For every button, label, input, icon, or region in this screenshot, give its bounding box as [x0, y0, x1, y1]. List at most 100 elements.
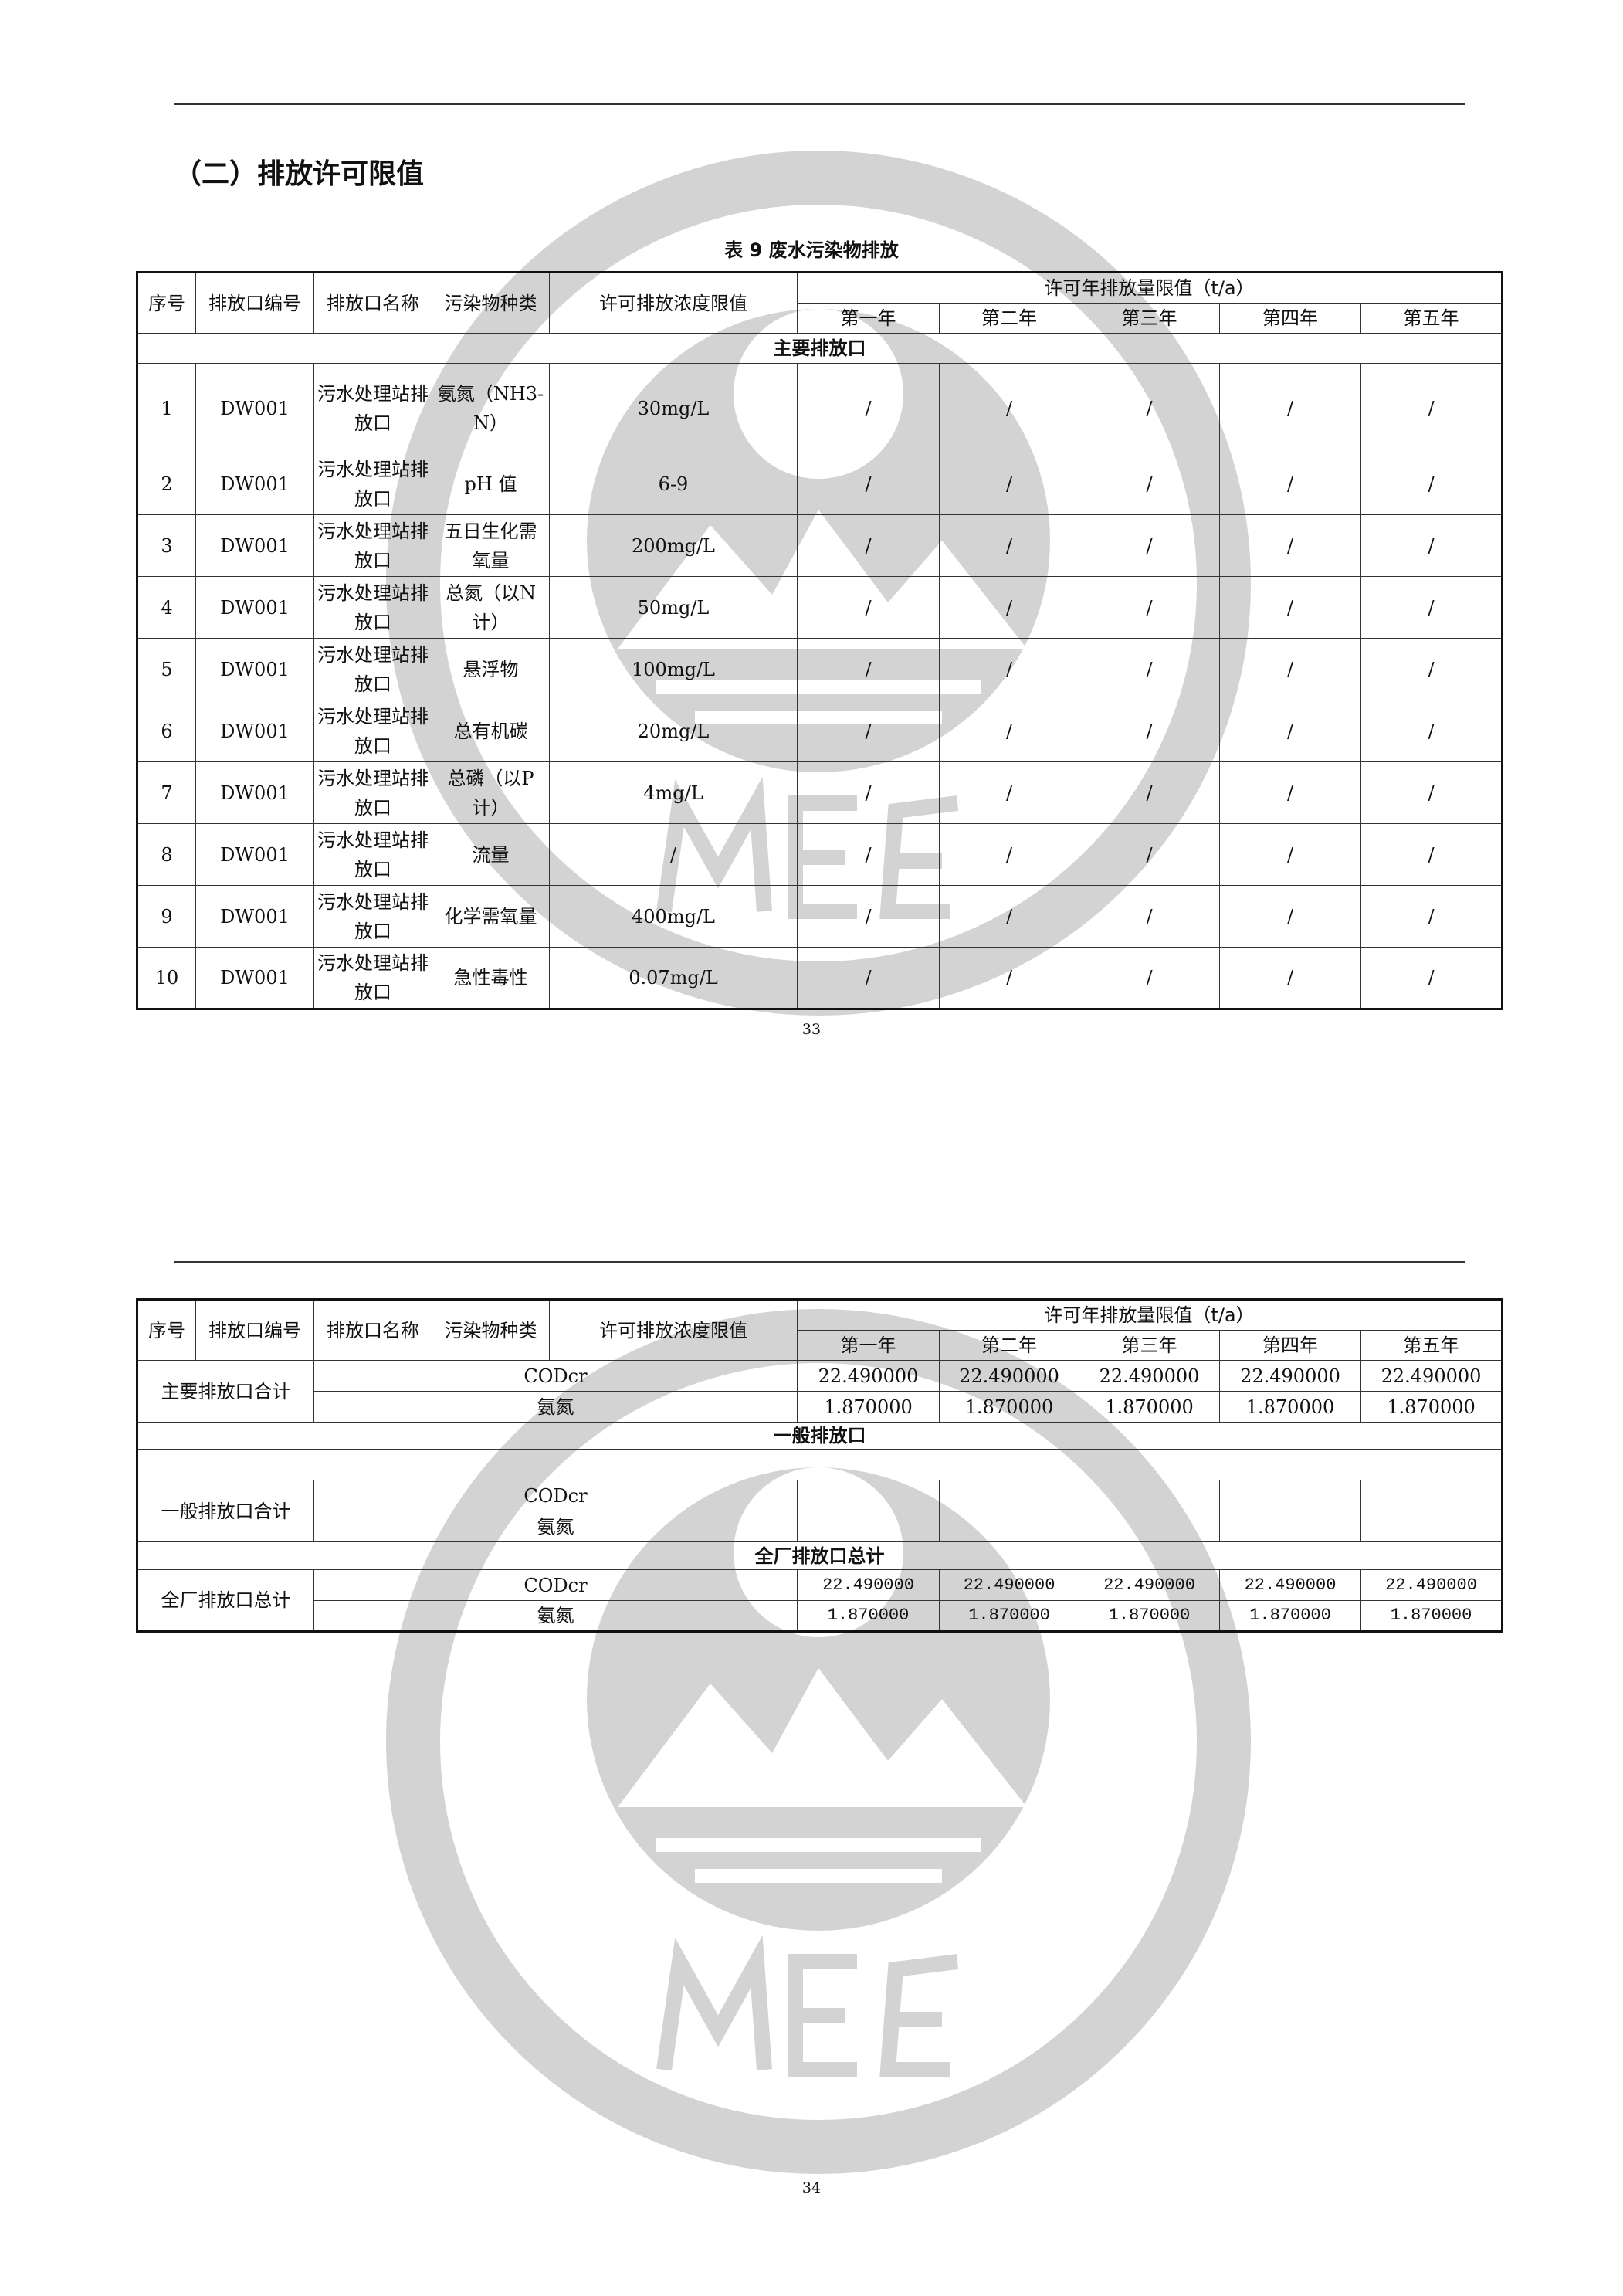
- cell-annual-limit: 22.490000: [1079, 1569, 1220, 1601]
- cell-annual-limit: [1079, 1511, 1220, 1542]
- cell-seq: 4: [137, 576, 196, 639]
- cell-annual-limit: /: [1219, 823, 1361, 886]
- cell-outlet-code: DW001: [195, 823, 314, 886]
- cell-annual-limit: 22.490000: [797, 1569, 940, 1601]
- cell-annual-limit: /: [1360, 823, 1503, 886]
- cell-annual-limit: /: [939, 761, 1079, 824]
- table-row: 氨氮: [137, 1511, 1503, 1542]
- cell-annual-limit: /: [939, 576, 1079, 639]
- cell-pollutant: 氨氮: [313, 1600, 798, 1632]
- section-general-outlets: 一般排放口: [136, 1422, 1503, 1450]
- cell-annual-limit: [1360, 1480, 1503, 1511]
- cell-annual-limit: /: [1219, 885, 1361, 948]
- header-conc-limit: 许可排放浓度限值: [549, 1299, 798, 1361]
- cell-annual-limit: /: [797, 453, 940, 515]
- cell-pollutant: 急性毒性: [432, 947, 550, 1009]
- cell-pollutant: CODcr: [313, 1360, 798, 1392]
- cell-pollutant: 总氮（以N 计）: [432, 576, 550, 639]
- cell-annual-limit: /: [1079, 638, 1220, 700]
- cell-annual-limit: /: [1079, 453, 1220, 515]
- emission-totals-table: 序号 排放口编号 排放口名称 污染物种类 许可排放浓度限值 许可年排放量限值（t/a） 第一…: [136, 1298, 1504, 1633]
- cell-annual-limit: 1.870000: [939, 1391, 1079, 1423]
- cell-outlet-code: DW001: [195, 761, 314, 824]
- cell-annual-limit: /: [1079, 514, 1220, 577]
- cell-annual-limit: /: [939, 823, 1079, 886]
- table-row: 氨氮 1.870000 1.870000 1.870000 1.870000 1.8700…: [137, 1600, 1503, 1632]
- cell-outlet-code: DW001: [195, 363, 314, 453]
- cell-annual-limit: [1360, 1511, 1503, 1542]
- cell-outlet-name: 污水处理站排放口: [313, 453, 432, 515]
- cell-seq: 3: [137, 514, 196, 577]
- cell-seq: 9: [137, 885, 196, 948]
- table-row: 10 DW001 污水处理站排放口 急性毒性 0.07mg/L / / / / /: [137, 947, 1503, 1009]
- cell-annual-limit: /: [797, 576, 940, 639]
- cell-seq: 1: [137, 363, 196, 453]
- cell-outlet-code: DW001: [195, 514, 314, 577]
- cell-pollutant: 总有机碳: [432, 700, 550, 762]
- cell-annual-limit: /: [797, 761, 940, 824]
- header-year: 第一年: [797, 303, 940, 334]
- section-heading: （二）排放许可限值: [174, 158, 425, 190]
- cell-annual-limit: /: [1360, 638, 1503, 700]
- cell-annual-limit: [939, 1511, 1079, 1542]
- cell-outlet-code: DW001: [195, 638, 314, 700]
- header-conc-limit: 许可排放浓度限值: [549, 272, 798, 334]
- cell-conc-limit: 20mg/L: [549, 700, 798, 762]
- page-number: 33: [801, 1021, 822, 1038]
- cell-conc-limit: 200mg/L: [549, 514, 798, 577]
- cell-outlet-name: 污水处理站排放口: [313, 638, 432, 700]
- cell-annual-limit: [939, 1480, 1079, 1511]
- cell-annual-limit: /: [1360, 700, 1503, 762]
- header-year: 第四年: [1219, 1330, 1361, 1361]
- table-row: 9 DW001 污水处理站排放口 化学需氧量 400mg/L / / / / /: [137, 885, 1503, 948]
- cell-seq: 6: [137, 700, 196, 762]
- header-outlet-code: 排放口编号: [195, 272, 314, 334]
- main-total-label: 主要排放口合计: [137, 1360, 314, 1423]
- cell-outlet-name: 污水处理站排放口: [313, 885, 432, 948]
- header-year: 第二年: [939, 1330, 1079, 1361]
- table-caption: 表 9 废水污染物排放: [724, 239, 899, 261]
- cell-annual-limit: /: [939, 453, 1079, 515]
- cell-annual-limit: 1.870000: [1219, 1391, 1361, 1423]
- cell-annual-limit: /: [1079, 700, 1220, 762]
- cell-annual-limit: 1.870000: [1079, 1391, 1220, 1423]
- cell-pollutant: CODcr: [313, 1569, 798, 1601]
- cell-annual-limit: /: [1219, 453, 1361, 515]
- mee-lettering-icon: [656, 1935, 959, 2077]
- cell-annual-limit: /: [797, 700, 940, 762]
- cell-annual-limit: [797, 1480, 940, 1511]
- cell-annual-limit: 22.490000: [1219, 1569, 1361, 1601]
- cell-outlet-code: DW001: [195, 885, 314, 948]
- header-year: 第三年: [1079, 303, 1220, 334]
- cell-pollutant: 流量: [432, 823, 550, 886]
- table-row: 2 DW001 污水处理站排放口 pH 值 6-9// / / /: [137, 453, 1503, 515]
- cell-annual-limit: [797, 1511, 940, 1542]
- header-year: 第一年: [797, 1330, 940, 1361]
- cell-annual-limit: /: [1079, 576, 1220, 639]
- cell-annual-limit: /: [1079, 947, 1220, 1009]
- cell-annual-limit: /: [939, 885, 1079, 948]
- cell-pollutant: 五日生化需氧量: [432, 514, 550, 577]
- cell-pollutant: 氨氮: [313, 1391, 798, 1423]
- cell-annual-limit: /: [797, 363, 940, 453]
- page2-top-rule: [174, 1261, 1465, 1263]
- cell-annual-limit: /: [1219, 947, 1361, 1009]
- cell-conc-limit: 50mg/L: [549, 576, 798, 639]
- cell-annual-limit: 22.490000: [797, 1360, 940, 1392]
- wastewater-emission-table: 序号 排放口编号 排放口名称 污染物种类 许可排放浓度限值 许可年排放量限值（t/a） 第一…: [136, 271, 1504, 1010]
- cell-annual-limit: 1.870000: [939, 1600, 1079, 1632]
- cell-annual-limit: 22.490000: [939, 1569, 1079, 1601]
- table-row: 主要排放口合计 CODcr 22.490000 22.490000 22.490000 2…: [137, 1360, 1503, 1423]
- cell-annual-limit: /: [1219, 363, 1361, 453]
- cell-conc-limit: 30mg/L: [549, 363, 798, 453]
- table-row: 全厂排放口总计 CODcr 22.490000 22.490000 22.490000 2…: [137, 1569, 1503, 1632]
- section-main-outlets: 主要排放口: [136, 333, 1503, 364]
- cell-seq: 7: [137, 761, 196, 824]
- cell-outlet-code: DW001: [195, 947, 314, 1009]
- cell-outlet-name: 污水处理站排放口: [313, 363, 432, 453]
- cell-annual-limit: /: [939, 947, 1079, 1009]
- header-year: 第二年: [939, 303, 1079, 334]
- cell-annual-limit: 1.870000: [1219, 1600, 1361, 1632]
- header-seq: 序号: [137, 272, 196, 334]
- cell-annual-limit: /: [939, 700, 1079, 762]
